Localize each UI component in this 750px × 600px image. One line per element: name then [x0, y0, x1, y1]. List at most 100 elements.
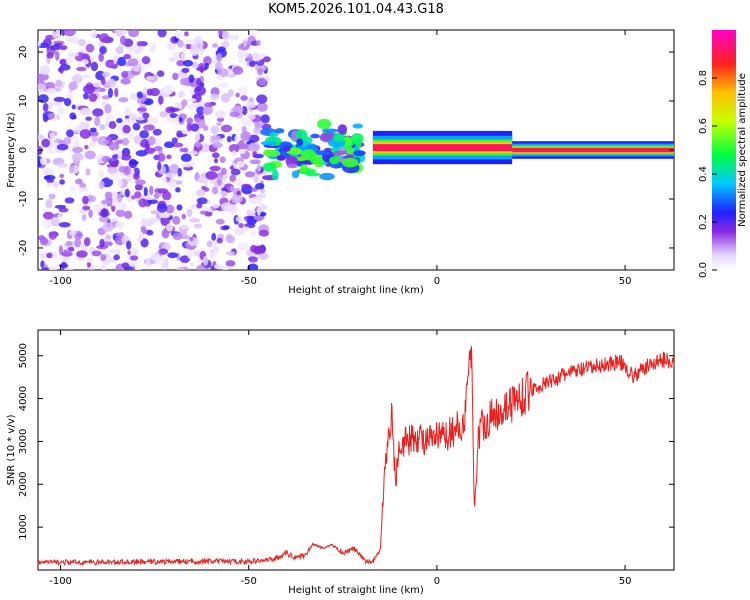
heatmap-cell	[209, 165, 221, 172]
heatmap-cell	[127, 58, 139, 67]
heatmap-cell	[164, 141, 175, 149]
colorbar-tick-label: 0.8	[698, 70, 709, 86]
heatmap-cell	[105, 136, 113, 141]
heatmap-cell	[111, 190, 118, 200]
heatmap-cell	[114, 87, 119, 98]
heatmap-cell	[234, 178, 243, 187]
heatmap-cell	[169, 113, 178, 119]
heatmap-cell	[63, 136, 72, 145]
heatmap-cell	[59, 179, 65, 185]
heatmap-cell	[182, 44, 187, 52]
heatmap-cell	[133, 135, 142, 144]
heatmap-cell	[119, 35, 126, 45]
heatmap-cell	[213, 264, 222, 270]
heatmap-cell	[235, 92, 240, 98]
heatmap-cell	[172, 51, 181, 60]
heatmap-cell	[256, 94, 268, 104]
heatmap-cell	[107, 166, 118, 174]
heatmap-cell	[55, 30, 61, 35]
heatmap-cell	[94, 116, 101, 127]
heatmap-cell	[175, 30, 183, 39]
heatmap-cell	[210, 87, 220, 97]
heatmap-cell	[163, 84, 175, 95]
heatmap-cell	[192, 250, 198, 256]
heatmap-cell	[256, 163, 262, 173]
heatmap-cell	[211, 152, 220, 159]
heatmap-cell	[210, 93, 220, 100]
heatmap-cell	[82, 73, 91, 79]
heatmap-cell	[117, 56, 127, 67]
heatmap-cell	[316, 118, 332, 130]
heatmap-cell	[100, 199, 112, 205]
heatmap-region-blobs	[260, 118, 366, 181]
heatmap-cell	[229, 185, 235, 192]
heatmap-cell	[99, 123, 106, 131]
heatmap-cell	[156, 70, 165, 77]
heatmap-cell	[105, 61, 117, 66]
y-tick-label: 20	[18, 46, 29, 59]
heatmap-cell	[69, 165, 75, 174]
heatmap-cell	[253, 175, 260, 183]
heatmap-cell	[257, 77, 267, 86]
heatmap-cell	[181, 213, 186, 220]
heatmap-cell	[83, 237, 91, 247]
heatmap-cell	[173, 211, 178, 217]
heatmap-cell	[247, 197, 259, 204]
heatmap-cell	[186, 117, 194, 125]
heatmap-cell	[147, 136, 156, 146]
heatmap-cell	[231, 194, 243, 204]
heatmap-cell	[253, 126, 262, 135]
heatmap-cell	[143, 219, 154, 227]
heatmap-cell	[235, 216, 242, 222]
heatmap-cell	[59, 66, 64, 74]
heatmap-cell	[194, 85, 206, 96]
heatmap-cell	[262, 162, 277, 172]
heatmap-cell	[117, 45, 125, 50]
heatmap-cell	[126, 240, 132, 250]
heatmap-cell	[248, 208, 255, 214]
heatmap-cell	[241, 105, 248, 116]
heatmap-cell	[115, 221, 125, 229]
heatmap-cell	[196, 197, 208, 205]
heatmap-cell	[214, 110, 226, 119]
heatmap-cell	[48, 193, 56, 200]
heatmap-cell	[176, 204, 183, 211]
heatmap-cell	[219, 156, 226, 163]
heatmap-cell	[165, 223, 174, 232]
heatmap-cell	[149, 252, 161, 261]
heatmap-cell	[220, 93, 231, 103]
heatmap-cell	[211, 232, 217, 241]
x-tick-label: 50	[619, 576, 632, 587]
figure-title: KOM5.2026.101.04.43.G18	[268, 2, 444, 17]
heatmap-cell	[221, 30, 231, 41]
heatmap-cell	[190, 43, 200, 50]
heatmap-cell	[193, 117, 201, 123]
heatmap-cell	[216, 52, 223, 62]
heatmap-cell	[213, 158, 219, 164]
heatmap-cell	[232, 66, 244, 75]
heatmap-cell	[169, 57, 176, 63]
heatmap-cell	[115, 232, 125, 237]
heatmap-cell	[187, 103, 197, 111]
heatmap-cell	[250, 230, 257, 237]
heatmap-cell	[100, 254, 107, 262]
heatmap-cell	[242, 39, 248, 48]
spectrogram-y-ticks: -20 -10 0 10 20	[18, 46, 674, 256]
heatmap-cell	[134, 183, 143, 191]
heatmap-cell	[237, 58, 248, 63]
heatmap-cell	[38, 134, 45, 140]
heatmap-cell	[319, 172, 335, 181]
heatmap-cell	[165, 204, 175, 214]
heatmap-cell	[220, 167, 227, 176]
heatmap-cell	[100, 209, 109, 218]
y-tick-label: 2000	[18, 472, 29, 497]
heatmap-cell	[216, 117, 225, 122]
heatmap-cell	[45, 149, 57, 154]
heatmap-cell	[248, 142, 261, 152]
heatmap-cell	[166, 42, 176, 51]
heatmap-cell	[210, 135, 221, 140]
heatmap-cell	[124, 188, 130, 198]
heatmap-cell	[57, 213, 62, 221]
heatmap-cell	[229, 34, 240, 40]
heatmap-cell	[143, 186, 148, 197]
